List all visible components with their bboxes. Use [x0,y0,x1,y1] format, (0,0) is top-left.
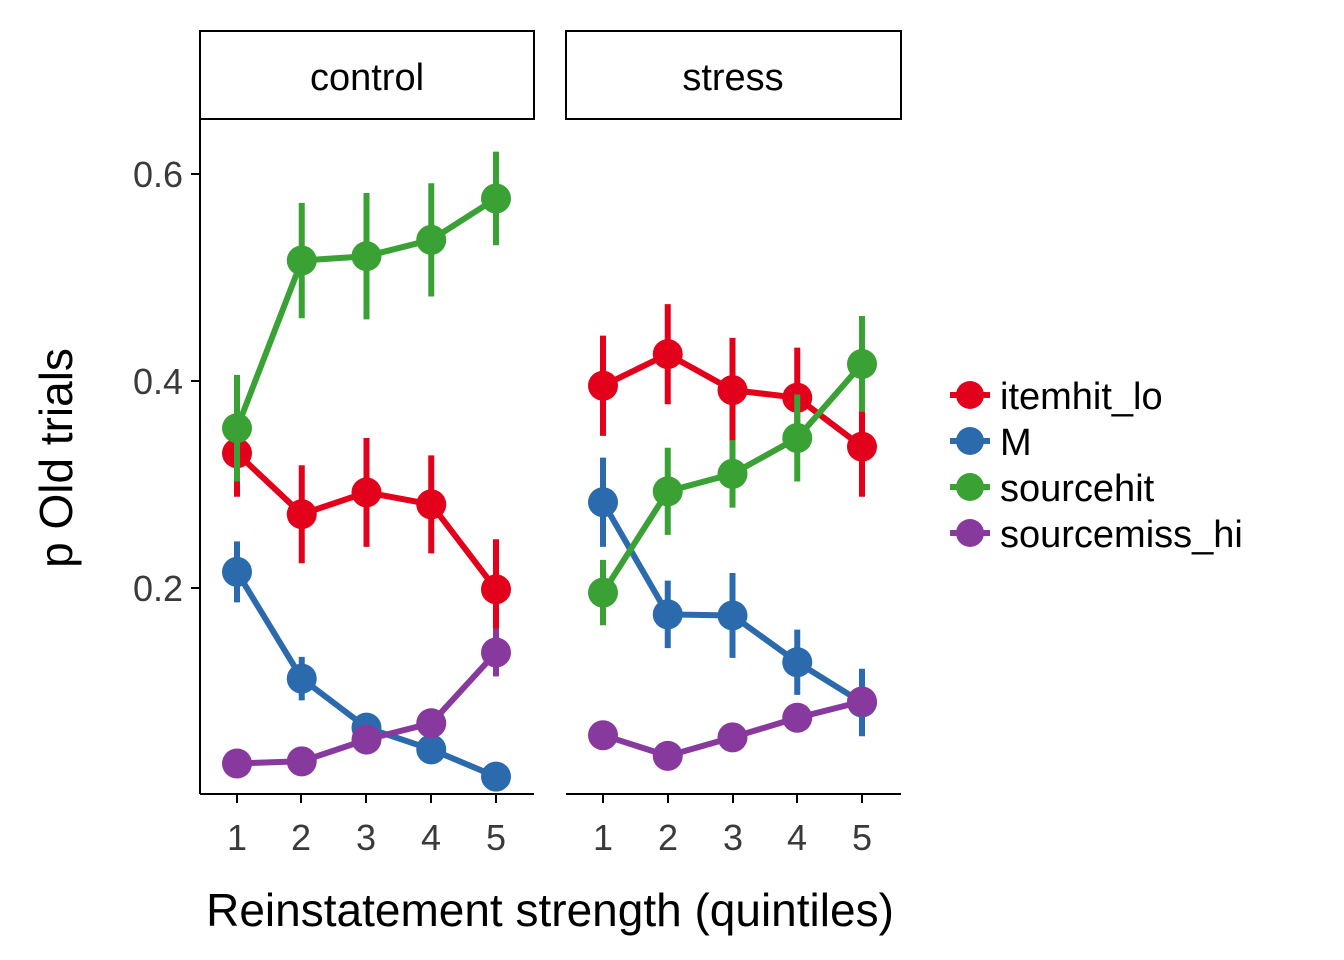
data-point [588,487,618,518]
x-tick-label: 4 [787,817,807,858]
legend-key-point [956,427,984,455]
data-point [481,183,511,214]
data-point [416,489,447,520]
y-tick-label: 0.2 [133,568,183,609]
series-itemhit_lo [222,409,511,640]
data-point [782,647,813,678]
x-tick-label: 2 [291,817,311,858]
series-sourcehit [588,316,877,626]
legend-item-M: M [950,422,1032,464]
panel-label: stress [682,57,783,99]
data-point [286,499,317,530]
data-point [588,370,618,401]
data-point [782,702,813,733]
facet-strip-stress: stress [565,30,902,120]
legend-label: M [1000,422,1032,464]
legend-item-sourcehit: sourcehit [950,468,1155,510]
legend-item-itemhit_lo: itemhit_lo [950,376,1163,418]
strip-box [565,30,902,120]
data-point [652,740,683,771]
legend-label: itemhit_lo [1000,376,1163,418]
data-point [847,348,877,379]
panel-label: control [310,57,424,99]
x-tick-label: 1 [227,817,247,858]
x-tick-label: 2 [658,817,678,858]
data-point [717,458,748,489]
legend: itemhit_lo M sourcehit sourcemiss_hi [950,376,1243,556]
facet-strip-control: control [199,30,535,120]
data-point [652,599,683,630]
x-tick-label: 3 [356,817,376,858]
data-point [782,422,813,453]
panel-stress [588,304,877,771]
x-axis-title: Reinstatement strength (quintiles) [206,884,894,936]
data-point [416,708,447,739]
data-point [652,476,683,507]
data-point [717,600,748,631]
x-tick-label: 5 [852,817,872,858]
legend-key-point [956,519,984,547]
x-tick-label: 4 [421,817,441,858]
data-point [286,746,317,777]
data-point [286,663,317,694]
data-point [351,241,382,272]
data-point [588,720,618,751]
plot-marks [222,151,877,792]
series-sourcehit [222,151,511,482]
data-point [416,224,447,255]
x-tick-label: 5 [486,817,506,858]
x-tick-label: 3 [723,817,743,858]
y-tick-label: 0.6 [133,154,183,195]
data-point [847,686,877,717]
y-axis-ticks: 0.2 0.4 0.6 [133,154,200,609]
data-point [717,375,748,406]
data-point [222,748,252,779]
x-axis-ticks-control: 1 2 3 4 5 [227,794,506,858]
data-point [481,574,511,605]
legend-key-point [956,381,984,409]
data-point [416,734,447,765]
strip-box [199,30,535,120]
data-point [847,431,877,462]
y-tick-label: 0.4 [133,361,183,402]
data-point [717,722,748,753]
data-point [588,577,618,608]
x-tick-label: 1 [593,817,613,858]
legend-key-point [956,473,984,501]
legend-label: sourcemiss_hi [1000,514,1243,556]
legend-item-sourcemiss_hi: sourcemiss_hi [950,514,1243,556]
legend-label: sourcehit [1000,468,1155,510]
data-point [222,556,252,587]
y-axis-title: p Old trials [30,348,82,568]
data-point [351,477,382,508]
data-point [481,761,511,792]
series-sourcemiss_hi [588,686,877,771]
panel-control [222,151,511,792]
series-itemhit_lo [588,304,877,497]
series-sourcemiss_hi [222,628,511,779]
data-point [481,637,511,668]
x-axis-ticks-stress: 1 2 3 4 5 [593,794,872,858]
data-point [286,245,317,276]
data-point [351,724,382,755]
data-point [222,413,252,444]
data-point [652,339,683,370]
